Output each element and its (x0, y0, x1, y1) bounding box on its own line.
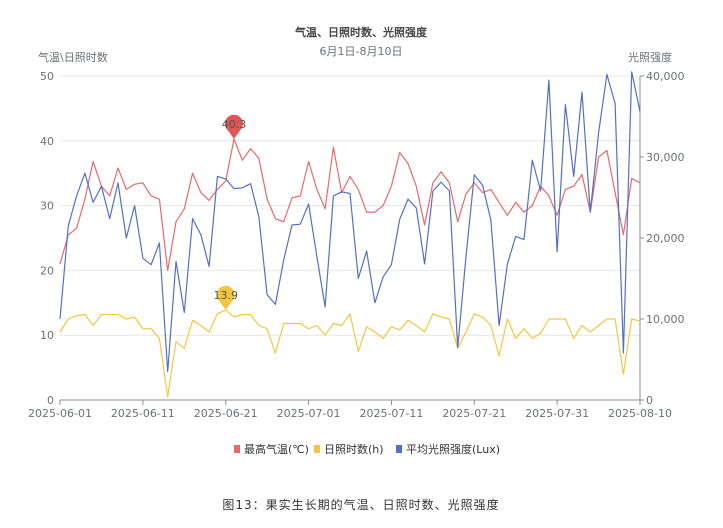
figure-caption: 图13：果实生长期的气温、日照时数、光照强度 (222, 497, 499, 512)
legend-swatch (234, 445, 240, 453)
legend: 最高气温(℃) 日照时数(h) 平均光照强度(Lux) (234, 442, 500, 456)
chart-subtitle: 6月1日-8月10日 (320, 45, 403, 58)
axis-layer: 0 10 20 30 40 50 0 10,000 20,000 30,000 40,000 2025… (28, 70, 684, 420)
y-left-tick-label: 20 (40, 264, 54, 277)
y-left-tick-label: 50 (40, 70, 54, 83)
legend-swatch (314, 445, 320, 453)
legend-item-2[interactable]: 平均光照强度(Lux) (396, 442, 500, 456)
pin-marker (225, 114, 243, 139)
legend-swatch (396, 445, 402, 453)
y-right-tick-label: 40,000 (646, 70, 685, 83)
legend-label: 最高气温(℃) (244, 442, 309, 456)
y-right-tick-label: 20,000 (646, 232, 685, 245)
series-line-0 (59, 138, 641, 271)
y-right-tick-label: 10,000 (646, 313, 685, 326)
legend-label: 日照时数(h) (324, 443, 384, 456)
y-left-tick-label: 0 (47, 394, 54, 407)
y-right-axis-name: 光照强度 (628, 50, 672, 64)
series-layer (59, 71, 641, 398)
x-tick-label: 2025-06-11 (111, 407, 175, 420)
x-tick-label: 2025-07-11 (359, 407, 423, 420)
y-left-axis-name: 气温\日照时数 (38, 50, 108, 64)
marker-label: 13.9 (213, 289, 238, 302)
chart-title: 气温、日照时数、光照强度 (294, 25, 428, 39)
legend-item-0[interactable]: 最高气温(℃) (234, 442, 309, 456)
y-right-tick-label: 0 (646, 394, 653, 407)
legend-label: 平均光照强度(Lux) (406, 442, 500, 456)
series-line-1 (59, 309, 641, 398)
grid-layer (60, 75, 640, 336)
y-left-tick-label: 30 (40, 200, 54, 213)
x-tick-label: 2025-06-21 (194, 407, 258, 420)
y-left-tick-label: 10 (40, 329, 54, 342)
max-marker-0: 40.3 (222, 114, 247, 139)
max-marker-1: 13.9 (213, 285, 238, 310)
x-tick-label: 2025-06-01 (28, 407, 92, 420)
x-tick-label: 2025-07-21 (442, 407, 506, 420)
marker-label: 40.3 (222, 118, 247, 131)
x-tick-label: 2025-07-31 (525, 407, 589, 420)
legend-item-1[interactable]: 日照时数(h) (314, 443, 384, 456)
annotation-layer: 40.3 13.9 (213, 114, 247, 310)
series-line-2 (59, 71, 641, 373)
x-tick-label: 2025-08-10 (608, 407, 672, 420)
pin-marker (216, 285, 235, 310)
y-left-tick-label: 40 (40, 135, 54, 148)
y-right-tick-label: 30,000 (646, 151, 685, 164)
x-tick-label: 2025-07-01 (277, 407, 341, 420)
